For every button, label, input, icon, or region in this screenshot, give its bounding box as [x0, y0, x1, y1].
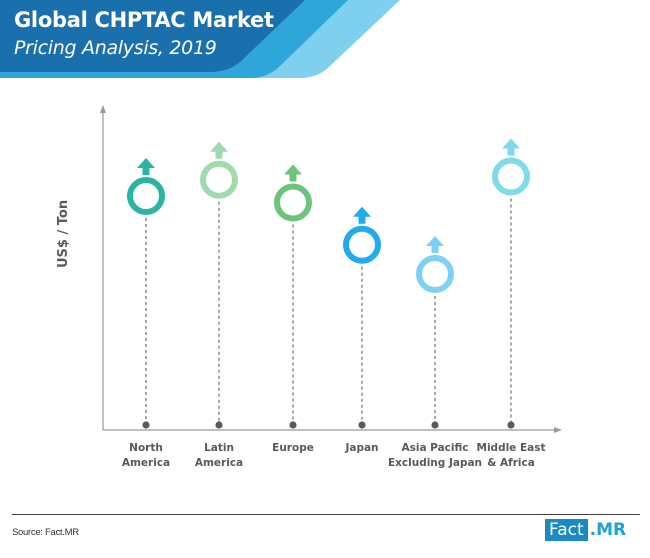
x-tick-label: North America: [91, 441, 201, 471]
x-tick-label-line: Excluding Japan: [387, 457, 483, 469]
y-axis-arrow-icon: [100, 105, 106, 113]
x-tick-label-line: Latin: [204, 442, 234, 454]
x-tick-label-line: North: [129, 442, 163, 454]
baseline-dot: [358, 421, 366, 429]
baseline-dot: [142, 421, 150, 429]
baseline-dot: [431, 421, 439, 429]
marker-ring-icon: [343, 225, 381, 264]
marker-arrow-shaft: [215, 148, 223, 159]
marker-arrow-shaft: [358, 213, 366, 224]
x-tick-label-line: America: [194, 457, 244, 469]
chart-subtitle: Pricing Analysis, 2019: [14, 37, 217, 59]
marker-ring-icon: [200, 160, 238, 199]
marker-ring-icon: [416, 255, 454, 293]
source-note: Source: Fact.MR: [12, 527, 79, 538]
header-ribbon-shapes: [0, 0, 400, 78]
x-tick-label-line: America: [121, 457, 171, 469]
x-tick-label-line: Europe: [272, 442, 314, 454]
baseline-dot: [289, 421, 297, 429]
marker-arrow-icon: [353, 206, 371, 217]
marker-arrow-shaft: [142, 165, 150, 175]
baseline-dot: [215, 421, 223, 429]
marker-arrow-icon: [210, 141, 228, 152]
marker-arrow-icon: [284, 164, 302, 175]
marker-arrow-icon: [502, 138, 520, 149]
marker-arrow-shaft: [431, 243, 439, 253]
marker-arrow-shaft: [507, 145, 515, 156]
factmr-logo: Fact .MR: [545, 519, 626, 541]
x-tick-label-line: Japan: [345, 442, 379, 454]
baseline-dot: [507, 421, 515, 429]
logo-mr: .MR: [589, 520, 627, 540]
y-axis-label: US$ / Ton: [56, 199, 71, 268]
marker-ring-icon: [127, 177, 165, 215]
marker-ring-icon: [492, 157, 530, 196]
x-tick-label-line: Asia Pacific: [401, 442, 469, 454]
footer-divider: [12, 514, 640, 515]
plot-svg: [100, 105, 562, 433]
x-tick-label: Middle East & Africa: [456, 441, 566, 471]
x-tick-label-line: Middle East: [476, 442, 546, 454]
marker-arrow-icon: [426, 236, 444, 246]
x-tick-label: Asia Pacific Excluding Japan: [380, 441, 490, 471]
chart-title: Global CHPTAC Market: [14, 8, 274, 32]
chart-area: US$ / Ton North America Latin America Europe…: [56, 105, 566, 471]
x-tick-label: Latin America: [164, 441, 274, 471]
logo-fact: Fact: [545, 519, 588, 541]
x-tick-label: Japan: [307, 441, 417, 456]
x-axis-arrow-icon: [554, 427, 562, 433]
header-banner: Global CHPTAC Market Pricing Analysis, 2…: [0, 0, 650, 80]
x-tick-label: Europe: [238, 441, 348, 456]
x-tick-label-line: & Africa: [487, 457, 535, 469]
marker-arrow-icon: [137, 158, 155, 168]
marker-ring-icon: [274, 183, 312, 222]
marker-arrow-shaft: [289, 171, 297, 182]
